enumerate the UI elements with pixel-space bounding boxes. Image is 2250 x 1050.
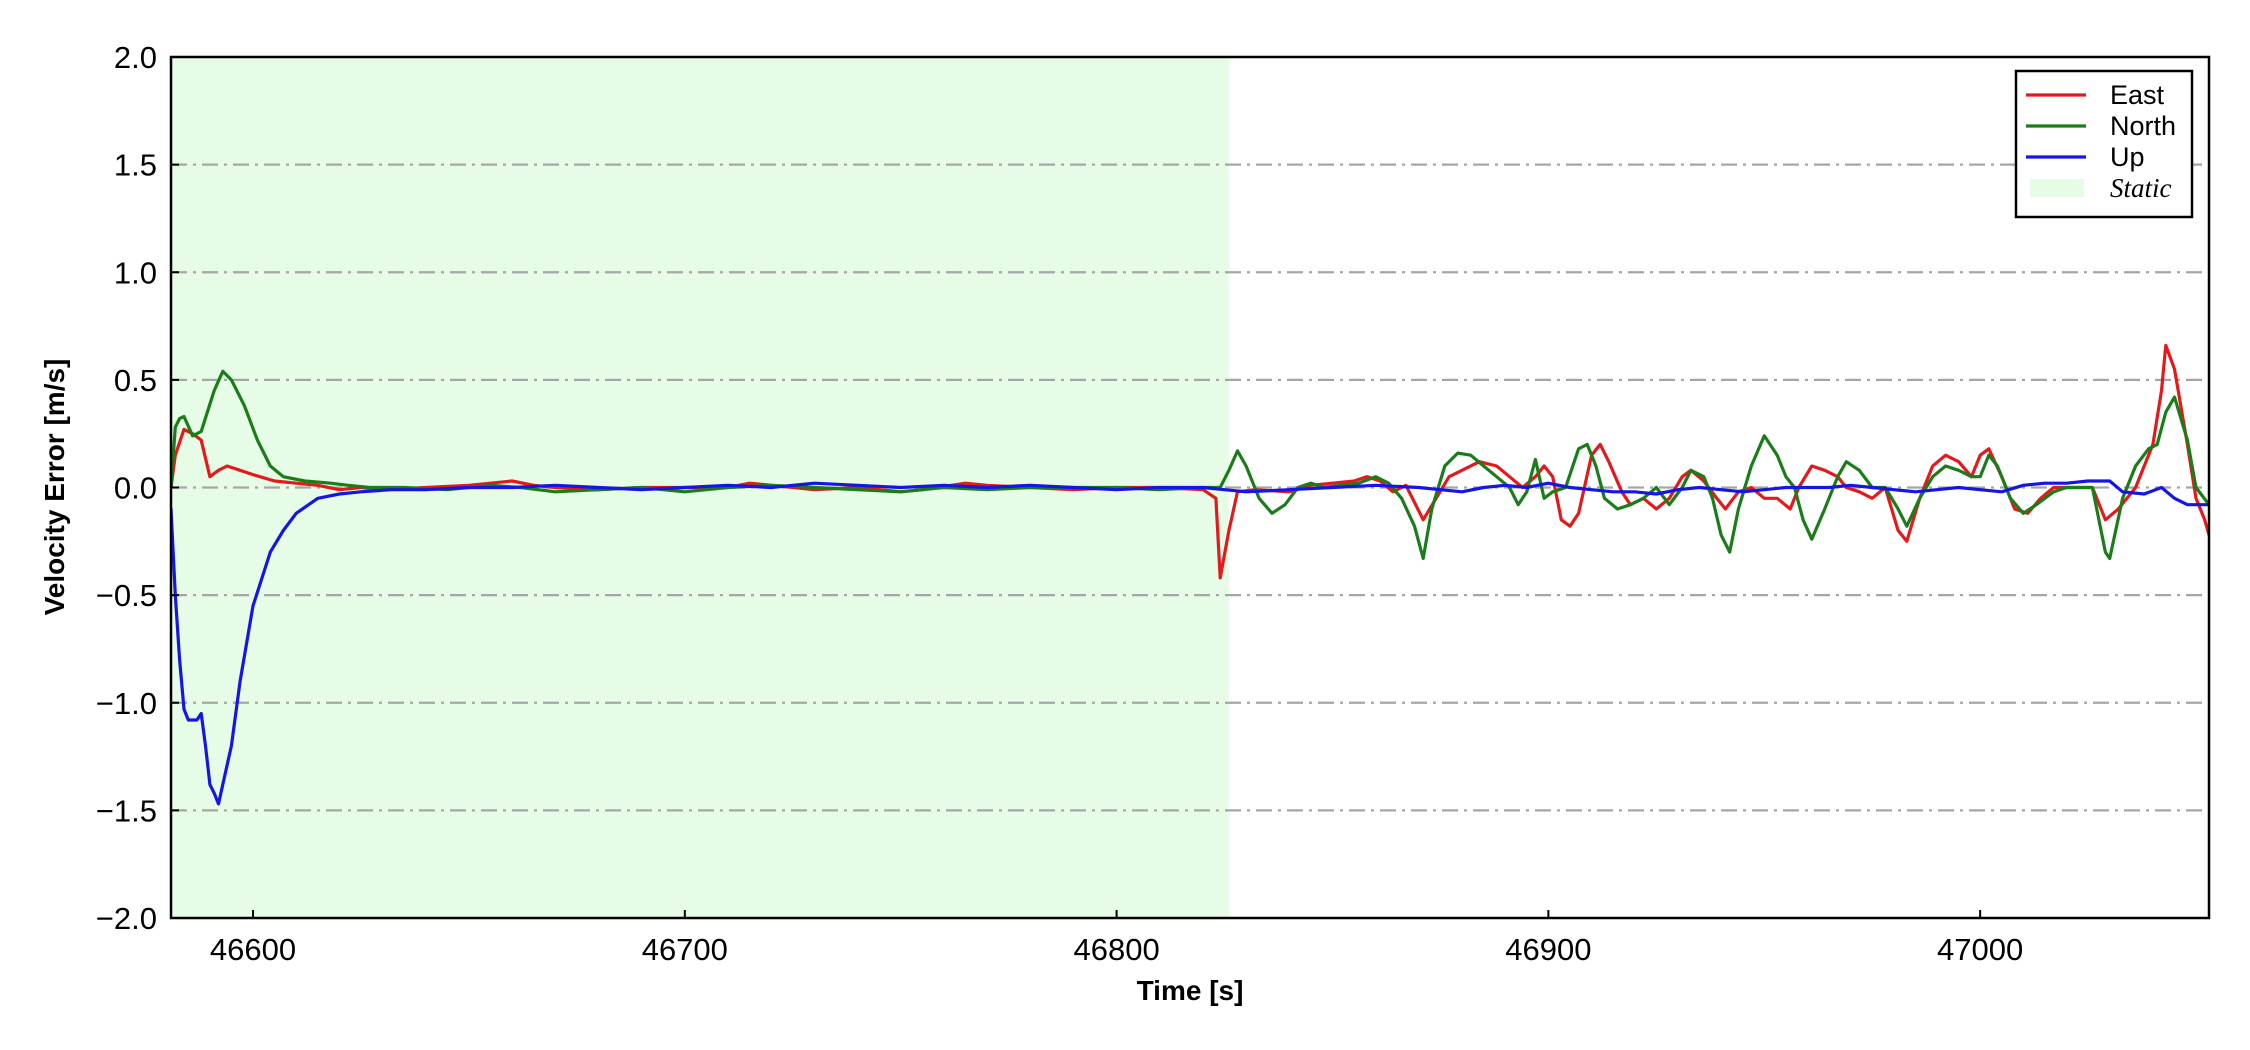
y-tick-label-0: 2.0 [114, 40, 157, 75]
y-tick-label-3: 0.5 [114, 363, 157, 398]
x-tick-label-2: 46800 [1073, 932, 1159, 967]
series-line-up [171, 479, 2209, 806]
y-tick-label-6: −1.0 [96, 686, 157, 721]
series-line-north [171, 369, 2209, 561]
y-tick-label-2: 1.0 [114, 255, 157, 290]
legend-label-east: East [2110, 80, 2165, 110]
y-tick-label-5: −0.5 [96, 578, 157, 613]
series-layer [171, 343, 2209, 806]
x-tick-label-0: 46600 [210, 932, 296, 967]
tick-layer: 2.0 1.5 1.0 0.5 0.0 −0.5 −1.0 −1.5 −2.0 46600 4670… [96, 40, 2023, 967]
legend-label-static: Static [2110, 173, 2172, 203]
y-tick-label-7: −1.5 [96, 793, 157, 828]
x-tick-label-3: 46900 [1505, 932, 1591, 967]
legend-label-up: Up [2110, 142, 2145, 172]
y-tick-label-1: 1.5 [114, 148, 157, 183]
x-tick-label-4: 47000 [1937, 932, 2023, 967]
y-tick-label-4: 0.0 [114, 471, 157, 506]
x-tick-label-1: 46700 [642, 932, 728, 967]
y-axis-title: Velocity Error [m/s] [39, 359, 70, 616]
y-tick-label-8: −2.0 [96, 901, 157, 936]
legend-swatch-static [2030, 179, 2084, 197]
x-axis-title: Time [s] [1137, 975, 1244, 1006]
legend-label-north: North [2110, 111, 2176, 141]
